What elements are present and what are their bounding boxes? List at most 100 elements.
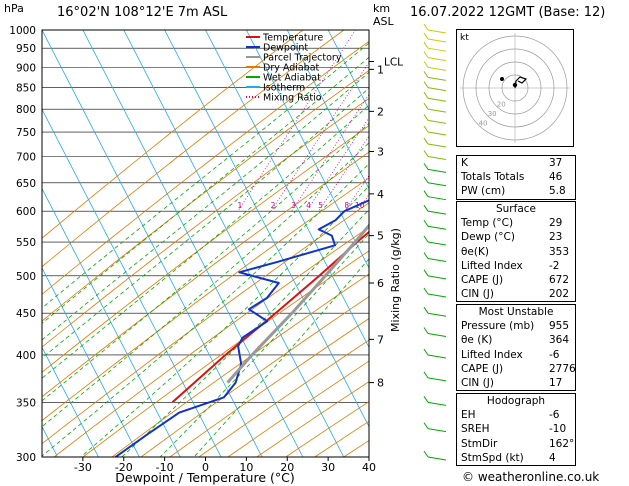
x-axis-title: Dewpoint / Temperature (°C) xyxy=(115,470,294,485)
indices-panel-top: K 37 Totals Totals 46 PW (cm) 5.8 xyxy=(456,155,576,200)
index-value: 672 xyxy=(549,273,570,286)
wet-adiabat-line xyxy=(80,185,369,457)
pressure-tick-label: 650 xyxy=(16,178,36,190)
section-title: Surface xyxy=(495,203,536,215)
copyright-footer: © weatheronline.co.uk xyxy=(462,470,600,484)
wind-barb xyxy=(427,196,447,201)
dry-adiabat-line xyxy=(42,177,369,422)
pressure-tick-label: 300 xyxy=(16,452,36,464)
hodograph-ring-label: 20 xyxy=(497,101,506,109)
wind-barb-flag xyxy=(423,235,429,243)
wind-barb-flag xyxy=(423,114,429,121)
wind-barb-flag xyxy=(423,137,429,145)
index-value: 46 xyxy=(549,171,563,184)
wind-barb-flag xyxy=(423,219,429,227)
index-value: 23 xyxy=(549,231,563,244)
index-label: θe (K) xyxy=(461,334,493,347)
km-tick-label: 4 xyxy=(377,188,384,201)
dry-adiabat-line xyxy=(42,202,369,445)
dry-adiabat-line xyxy=(42,30,345,268)
wind-barb-flag xyxy=(423,371,429,379)
pressure-tick-label: 850 xyxy=(16,83,36,95)
dry-adiabat-line xyxy=(169,318,369,457)
wind-barb xyxy=(427,143,447,148)
index-label: CIN (J) xyxy=(461,376,494,389)
indices-panel-hodograph: Hodograph EH -6 SREH -10 StmDir 162° StmSpd… xyxy=(456,393,576,466)
index-label: CIN (J) xyxy=(461,288,494,301)
wind-barb-flag xyxy=(423,190,429,197)
wind-barb-flag xyxy=(423,450,429,458)
storm-motion-marker-2 xyxy=(500,77,504,81)
dry-adiabat-line xyxy=(42,97,369,348)
wind-barb xyxy=(427,377,447,382)
isotherm-line xyxy=(42,30,263,457)
wind-barb xyxy=(427,29,447,34)
legend-label: Dry Adiabat xyxy=(263,63,320,74)
index-value: 162° xyxy=(549,437,575,450)
wind-barb xyxy=(427,401,447,406)
km-tick-label: 3 xyxy=(377,145,384,158)
wind-barb-flag xyxy=(423,71,429,78)
index-value: -2 xyxy=(549,259,560,272)
wind-barb xyxy=(427,156,447,160)
km-tick-label: 6 xyxy=(377,277,384,290)
index-value: 2776 xyxy=(549,362,576,375)
wind-barb-flag xyxy=(423,252,429,259)
x-tick-label: 30 xyxy=(321,461,335,474)
dry-adiabat-line xyxy=(42,30,304,239)
index-value: 37 xyxy=(549,157,563,169)
x-tick-label: 40 xyxy=(362,461,376,474)
wet-adiabat-line xyxy=(193,258,369,457)
wet-adiabat-line xyxy=(42,163,369,457)
wind-barb xyxy=(427,119,447,124)
pressure-tick-label: 900 xyxy=(16,62,36,74)
index-label: SREH xyxy=(461,423,490,436)
mixing-ratio-label: 25 xyxy=(411,201,421,210)
hodograph-trace xyxy=(514,76,528,89)
wind-barb-flag xyxy=(423,81,429,88)
wind-barb-flag xyxy=(423,422,429,429)
section-title: Most Unstable xyxy=(478,306,554,318)
pressure-tick-label: 450 xyxy=(16,308,36,320)
mixing-ratio-label: 1 xyxy=(238,201,243,210)
wind-barb xyxy=(427,57,447,62)
legend-label: Dewpoint xyxy=(263,43,308,54)
pressure-tick-label: 550 xyxy=(16,237,36,249)
index-label: K xyxy=(461,157,468,169)
series-dewpoint xyxy=(115,199,369,457)
wind-barb xyxy=(427,332,447,337)
mixing-ratio-label: 15 xyxy=(379,201,389,210)
x-tick-label: -10 xyxy=(156,461,174,474)
storm-motion-marker xyxy=(512,82,518,88)
index-value: 5.8 xyxy=(549,185,566,198)
wind-barb xyxy=(427,275,447,280)
wind-barb xyxy=(427,66,447,71)
index-label: CAPE (J) xyxy=(461,362,504,375)
wind-barb-flag xyxy=(423,176,429,184)
km-axis-label: km xyxy=(373,2,391,15)
dry-adiabat-line xyxy=(42,69,369,322)
mixing-ratio-axis-title: Mixing Ratio (g/kg) xyxy=(389,228,402,332)
index-label: EH xyxy=(461,409,476,422)
isotherm-line xyxy=(164,30,369,428)
wet-adiabat-line xyxy=(159,233,369,457)
wet-adiabat-line xyxy=(42,87,369,359)
index-label: CAPE (J) xyxy=(461,273,504,286)
wind-barb xyxy=(427,241,447,246)
wind-barb-flag xyxy=(423,23,429,31)
wind-barb xyxy=(427,312,447,317)
asl-axis-label: ASL xyxy=(373,15,394,28)
wet-adiabat-line xyxy=(42,42,369,309)
pressure-tick-label: 500 xyxy=(16,271,36,283)
lcl-label: LCL xyxy=(384,57,403,69)
pressure-tick-label: 600 xyxy=(16,206,36,218)
dry-adiabat-line xyxy=(42,125,369,373)
wind-barb-flag xyxy=(423,269,429,277)
index-value: 955 xyxy=(549,320,570,333)
indices-panel-most-unstable: Most Unstable Pressure (mb) 955 θe (K) 364… xyxy=(456,304,576,392)
wet-adiabat-line xyxy=(42,104,369,379)
hodograph-ring-label: 40 xyxy=(479,119,488,127)
index-label: StmDir xyxy=(461,437,498,450)
index-value: 17 xyxy=(549,376,563,389)
